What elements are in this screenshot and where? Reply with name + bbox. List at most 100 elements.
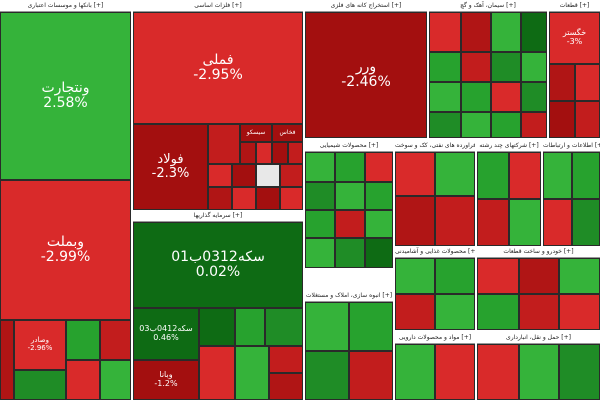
tile-small[interactable] <box>335 152 365 182</box>
tile-varer[interactable]: ورر -2.46% <box>305 12 427 138</box>
tile-small[interactable] <box>572 199 600 246</box>
tile-vsader[interactable]: وصادر -2.96% <box>14 320 66 370</box>
tile-small[interactable] <box>232 187 256 210</box>
tile-small[interactable] <box>349 351 393 400</box>
tile-small[interactable] <box>509 152 541 199</box>
tile-small[interactable] <box>519 294 559 330</box>
tile-small[interactable] <box>461 52 491 82</box>
tile-small[interactable] <box>519 258 559 294</box>
tile-small[interactable] <box>335 210 365 238</box>
tile-small[interactable] <box>461 112 491 138</box>
tile-small[interactable] <box>429 82 461 112</box>
tile-small[interactable] <box>521 112 547 138</box>
sector-header-mining[interactable]: استخراج کانه های فلزی [+] <box>305 0 427 12</box>
tile-vbana[interactable]: وبانا -1.2% <box>133 360 199 400</box>
tile-small[interactable] <box>435 196 475 246</box>
sector-header-investments[interactable]: سرمایه گذاریها [+] <box>133 210 303 222</box>
tile-small[interactable] <box>288 142 303 164</box>
tile-small[interactable] <box>199 308 235 346</box>
sector-header-food[interactable]: محصولات غذایی و آشامیدنی [+] <box>395 246 475 258</box>
tile-small[interactable] <box>429 52 461 82</box>
sector-header-ict[interactable]: اطلاعات و ارتباطات [+] <box>543 140 600 152</box>
tile-small[interactable] <box>256 164 280 187</box>
sector-header-oil[interactable]: فراورده های نفتی، کک و سوخت [+] <box>395 140 475 152</box>
tile-small[interactable] <box>305 302 349 351</box>
tile-small[interactable] <box>240 142 256 164</box>
tile-small[interactable] <box>519 344 559 400</box>
tile-small[interactable] <box>208 124 240 164</box>
tile-khgostar[interactable]: خگستر -3% <box>549 12 600 64</box>
tile-small[interactable] <box>269 346 303 373</box>
tile-small[interactable] <box>335 238 365 268</box>
sector-header-transport[interactable]: حمل و نقل، انبارداری [+] <box>477 332 600 344</box>
tile-small[interactable] <box>305 182 335 210</box>
tile-small[interactable] <box>256 187 280 210</box>
tile-small[interactable] <box>559 258 600 294</box>
tile-small[interactable] <box>477 294 519 330</box>
tile-small[interactable] <box>575 64 600 101</box>
tile-small[interactable] <box>208 164 232 187</box>
tile-small[interactable] <box>305 351 349 400</box>
tile-small[interactable] <box>235 308 265 346</box>
tile-small[interactable] <box>435 294 475 330</box>
tile-small[interactable] <box>549 101 575 138</box>
tile-small[interactable] <box>280 187 303 210</box>
tile-small[interactable] <box>543 152 572 199</box>
tile-small[interactable] <box>521 52 547 82</box>
tile-small[interactable] <box>14 370 66 400</box>
tile-small[interactable] <box>232 164 256 187</box>
tile-small[interactable] <box>395 344 435 400</box>
tile-small[interactable] <box>199 346 235 400</box>
tile-small[interactable] <box>477 344 519 400</box>
sector-header-chemicals[interactable]: محصولات شیمیایی [+] <box>305 140 393 152</box>
sector-header-construction[interactable]: انبوه سازی، املاک و مستغلات [+] <box>305 290 393 302</box>
sector-header-banks[interactable]: بانکها و موسسات اعتباری [+] <box>0 0 131 12</box>
sector-header-metals[interactable]: فلزات اساسی [+] <box>133 0 303 12</box>
tile-vbmellat[interactable]: وبملت -2.99% <box>0 180 131 320</box>
tile-small[interactable] <box>269 373 303 400</box>
tile-small[interactable] <box>100 360 131 400</box>
tile-small[interactable] <box>559 344 600 400</box>
tile-fameli[interactable]: فملی -2.95% <box>133 12 303 124</box>
tile-small[interactable] <box>435 152 475 196</box>
tile-sekke-0312[interactable]: سکه0312ب01 0.02% <box>133 222 303 308</box>
tile-small[interactable] <box>66 320 100 360</box>
tile-small[interactable] <box>349 302 393 351</box>
tile-small[interactable] <box>265 308 303 346</box>
tile-small[interactable] <box>509 199 541 246</box>
tile-small[interactable] <box>543 199 572 246</box>
tile-small[interactable] <box>100 320 131 360</box>
tile-small[interactable] <box>435 344 475 400</box>
tile-small[interactable] <box>305 238 335 268</box>
tile-small[interactable] <box>477 258 519 294</box>
tile-small[interactable] <box>305 152 335 182</box>
tile-small[interactable] <box>66 360 100 400</box>
tile-small[interactable] <box>491 52 521 82</box>
tile-small[interactable] <box>395 152 435 196</box>
tile-small[interactable] <box>491 82 521 112</box>
sector-header-auto[interactable]: خودرو و ساخت قطعات [+] <box>477 246 600 258</box>
sector-header-cement[interactable]: سیمان، آهک و گچ [+] <box>429 0 547 12</box>
sector-header-parts[interactable]: قطعات [+] <box>549 0 600 12</box>
tile-sisco[interactable]: سیسکو <box>240 124 272 142</box>
tile-small[interactable] <box>256 142 272 164</box>
tile-small[interactable] <box>461 12 491 52</box>
tile-small[interactable] <box>435 258 475 294</box>
tile-small[interactable] <box>365 210 393 238</box>
tile-small[interactable] <box>477 199 509 246</box>
tile-small[interactable] <box>461 82 491 112</box>
tile-small[interactable] <box>521 12 547 52</box>
tile-small[interactable] <box>208 187 232 210</box>
tile-small[interactable] <box>305 210 335 238</box>
tile-small[interactable] <box>572 152 600 199</box>
sector-header-pharma[interactable]: مواد و محصولات دارویی [+] <box>395 332 475 344</box>
tile-small[interactable] <box>575 101 600 138</box>
tile-small[interactable] <box>521 82 547 112</box>
tile-vtejarat[interactable]: ونتجارت 2.58% <box>0 12 131 180</box>
tile-small[interactable] <box>235 346 269 400</box>
tile-foolad[interactable]: فولاد -2.3% <box>133 124 208 210</box>
tile-small[interactable] <box>395 294 435 330</box>
tile-fkhas[interactable]: فخاس <box>272 124 303 142</box>
tile-small[interactable] <box>429 112 461 138</box>
tile-small[interactable] <box>365 152 393 182</box>
